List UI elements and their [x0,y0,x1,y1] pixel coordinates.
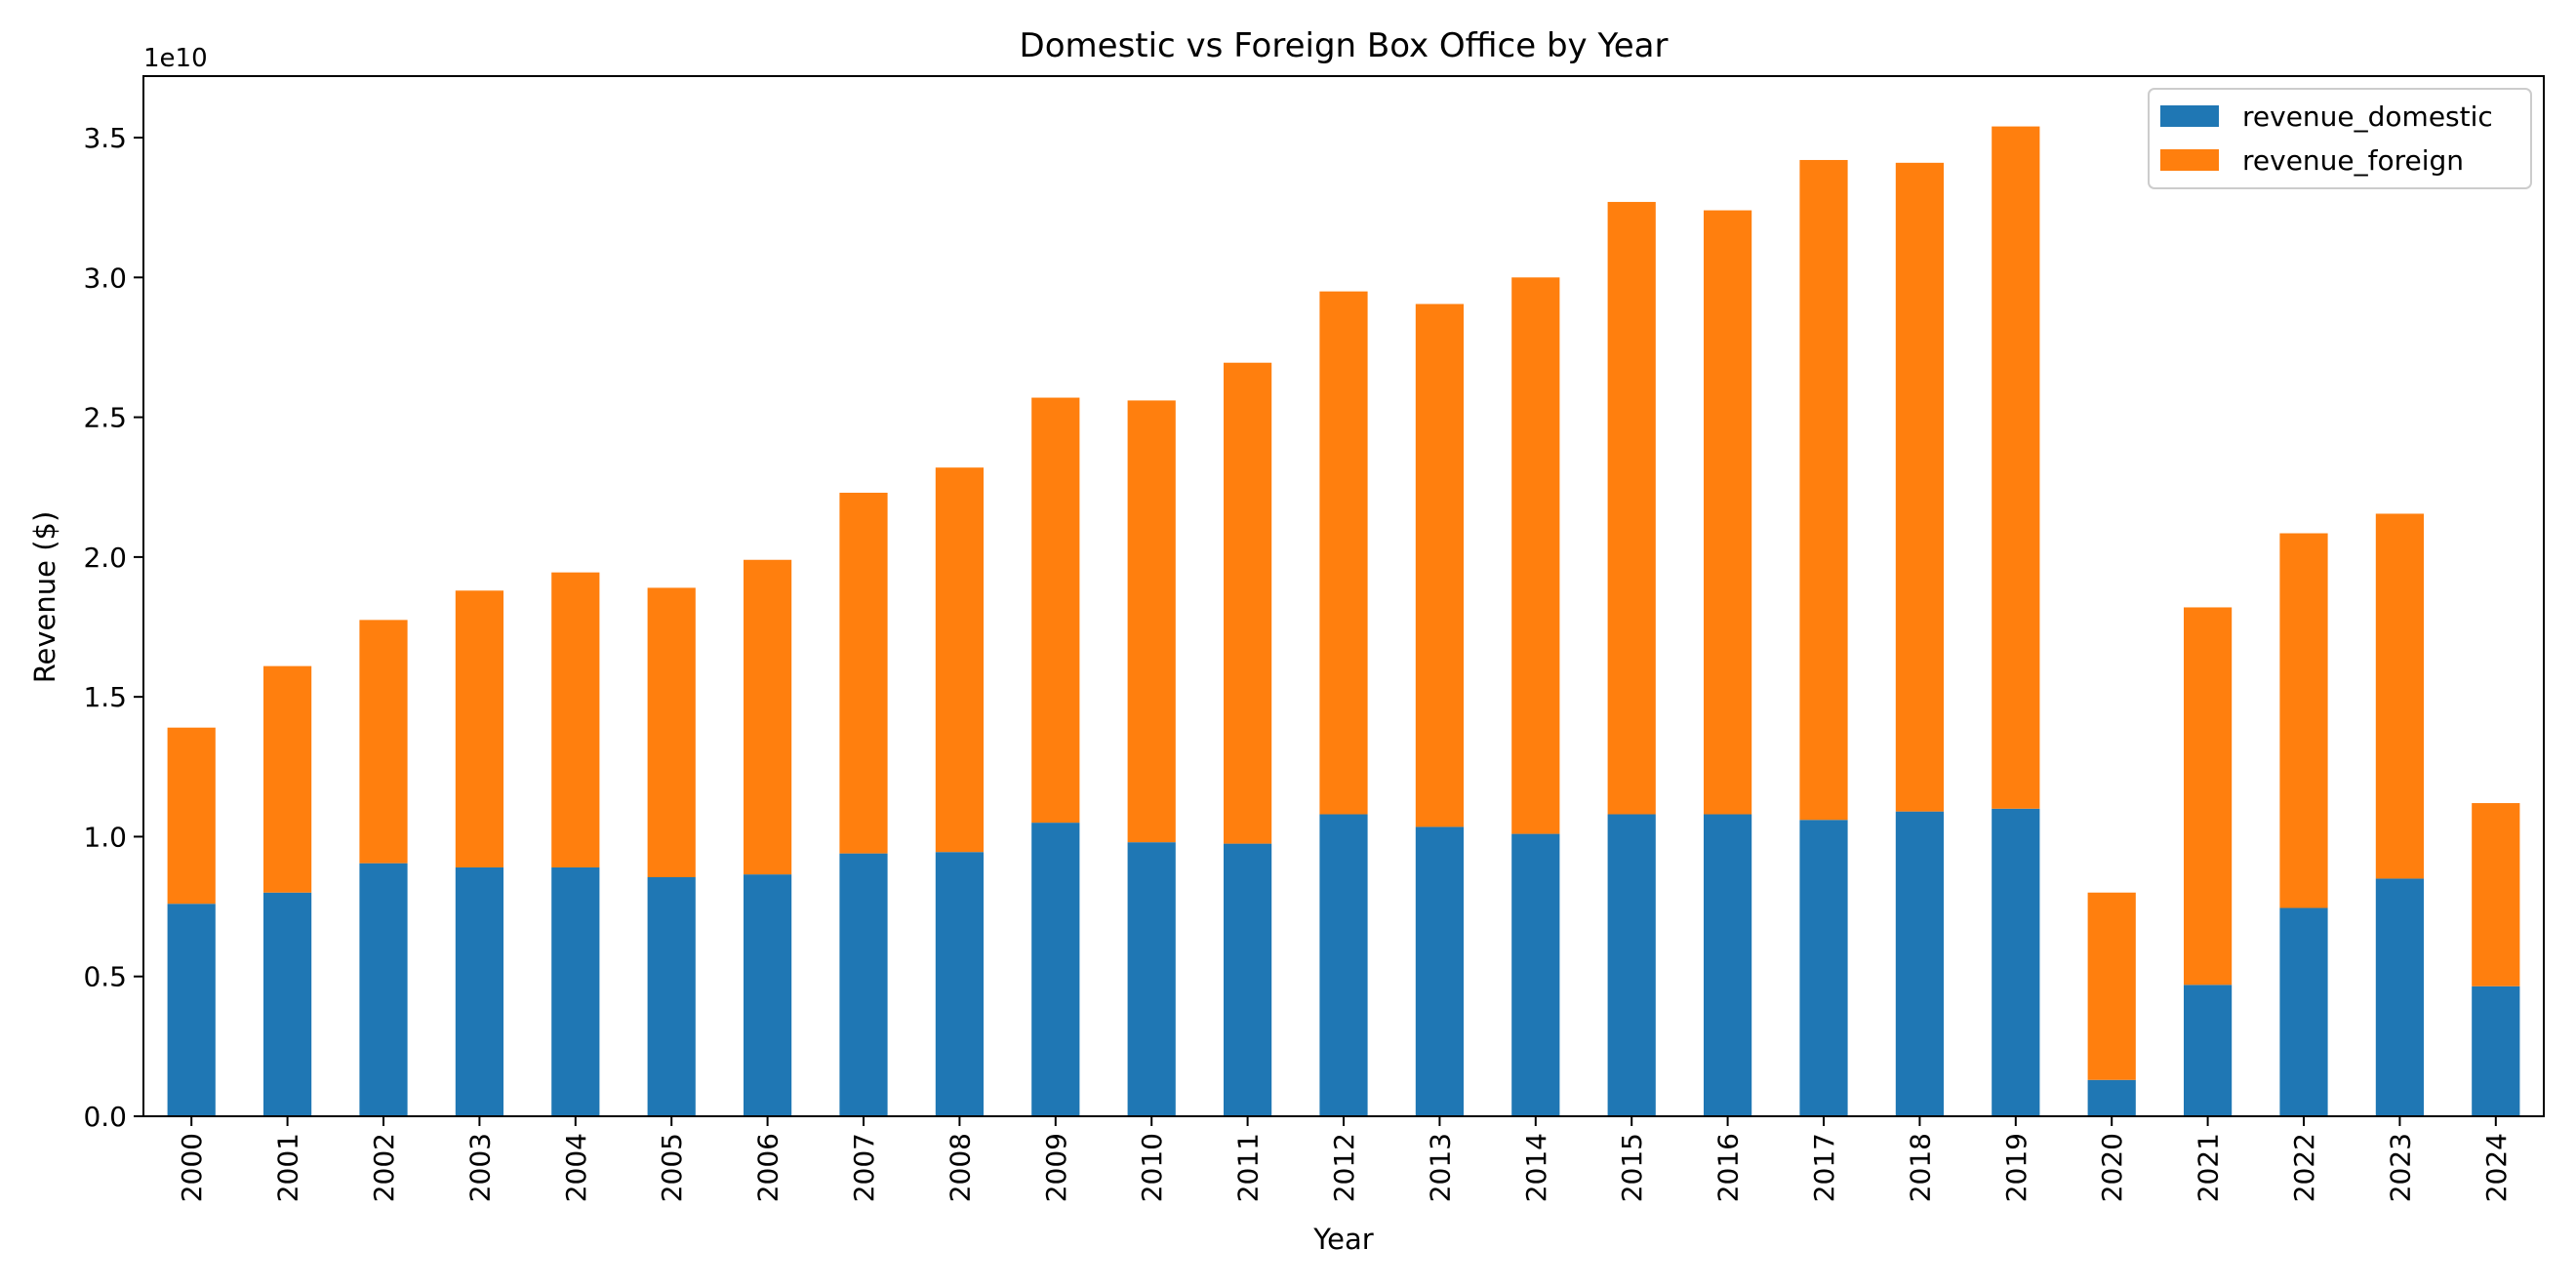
bar-revenue_foreign-2019 [1992,126,2040,809]
bar-revenue_domestic-2011 [1224,843,1272,1116]
y-axis: 0.0 0.5 1.0 1.5 2.0 2.5 3.0 3.5 [83,122,143,1133]
bar-revenue_foreign-2000 [167,727,216,905]
x-tick-label: 2011 [1232,1133,1265,1202]
bar-revenue_domestic-2012 [1319,814,1368,1116]
x-tick-label: 2022 [2288,1133,2320,1202]
x-tick-label: 2016 [1712,1133,1745,1202]
bar-revenue_domestic-2009 [1031,823,1080,1116]
bar-revenue_domestic-2016 [1704,814,1752,1116]
x-tick-label: 2018 [1904,1133,1936,1202]
legend-swatch-revenue_foreign [2160,149,2219,171]
x-axis: 2000 2001 2002 2003 2004 2005 2006 2007 2008 2009… [176,1116,2513,1202]
bar-revenue_foreign-2010 [1127,400,1176,843]
bar-revenue_domestic-2001 [263,892,312,1116]
bar-revenue_foreign-2024 [2472,803,2520,986]
x-tick-label: 2005 [656,1133,688,1202]
bar-revenue_domestic-2013 [1415,826,1464,1116]
bar-revenue_domestic-2006 [744,874,792,1116]
x-tick-label: 2020 [2096,1133,2128,1202]
x-axis-label: Year [1312,1223,1373,1256]
bars-layer [167,126,2520,1116]
x-tick-label: 2006 [752,1133,785,1202]
legend-swatch-revenue_domestic [2160,105,2219,127]
y-tick-label: 2.5 [83,402,127,434]
x-tick-label: 2013 [1424,1133,1456,1202]
y-tick-label: 3.5 [83,122,127,154]
bar-revenue_domestic-2022 [2279,907,2328,1116]
bar-revenue_foreign-2013 [1415,303,1464,827]
bar-revenue_domestic-2002 [359,863,408,1116]
x-tick-label: 2014 [1520,1133,1552,1202]
bar-revenue_domestic-2021 [2184,985,2233,1116]
x-tick-label: 2023 [2384,1133,2416,1202]
legend: revenue_domestic revenue_foreign [2148,88,2532,189]
y-tick-label: 0.0 [83,1101,127,1133]
x-tick-label: 2003 [463,1133,496,1202]
legend-label-revenue_foreign: revenue_foreign [2242,144,2464,177]
bar-revenue_domestic-2023 [2375,878,2424,1116]
x-tick-label: 2009 [1040,1133,1072,1202]
bar-revenue_foreign-2020 [2087,892,2136,1080]
bar-revenue_domestic-2007 [839,853,888,1116]
bar-revenue_foreign-2011 [1224,362,1272,844]
bar-revenue_domestic-2019 [1992,808,2040,1116]
bar-revenue_domestic-2003 [455,866,503,1116]
bar-revenue_domestic-2015 [1607,814,1656,1116]
x-tick-label: 2007 [848,1133,880,1202]
y-axis-offset-label: 1e10 [143,44,208,73]
y-tick-label: 0.5 [83,961,127,993]
x-tick-label: 2015 [1616,1133,1648,1202]
bar-revenue_foreign-2001 [263,665,312,893]
bar-revenue_domestic-2000 [167,904,216,1116]
bar-revenue_foreign-2009 [1031,397,1080,824]
bar-revenue_domestic-2010 [1127,842,1176,1116]
bar-revenue_domestic-2018 [1895,811,1944,1116]
bar-revenue_foreign-2005 [647,587,696,877]
bar-revenue_foreign-2006 [744,559,792,875]
bar-revenue_foreign-2017 [1799,159,1848,821]
x-tick-label: 2004 [560,1133,592,1202]
y-tick-label: 3.0 [83,262,127,294]
bar-revenue_foreign-2021 [2184,607,2233,986]
bar-revenue_foreign-2004 [551,572,600,867]
y-tick-label: 2.0 [83,542,127,574]
y-axis-label: Revenue ($) [28,511,61,684]
bar-revenue_foreign-2008 [935,467,984,853]
plot-frame [142,75,2545,1117]
legend-label-revenue_domestic: revenue_domestic [2242,101,2493,133]
x-tick-label: 2012 [1328,1133,1360,1202]
bar-revenue_domestic-2014 [1511,833,1560,1116]
x-tick-label: 2024 [2480,1133,2513,1202]
bar-revenue_domestic-2020 [2087,1079,2136,1116]
x-tick-label: 2021 [2193,1133,2225,1202]
x-tick-label: 2002 [368,1133,400,1202]
bar-revenue_domestic-2017 [1799,820,1848,1116]
bar-revenue_foreign-2018 [1895,162,1944,812]
x-tick-label: 2001 [272,1133,304,1202]
bar-revenue_domestic-2004 [551,866,600,1116]
bar-revenue_foreign-2022 [2279,533,2328,908]
bar-revenue_foreign-2002 [359,620,408,864]
bar-revenue_foreign-2007 [839,492,888,854]
bar-revenue_domestic-2024 [2472,986,2520,1116]
bar-revenue_foreign-2012 [1319,291,1368,815]
legend-box [2148,88,2532,189]
x-tick-label: 2017 [1808,1133,1840,1202]
x-tick-label: 2010 [1136,1133,1168,1202]
y-tick-label: 1.0 [83,821,127,853]
x-tick-label: 2008 [944,1133,976,1202]
y-tick-label: 1.5 [83,681,127,713]
bar-revenue_foreign-2023 [2375,513,2424,879]
bar-revenue_domestic-2005 [647,876,696,1116]
bar-revenue_domestic-2008 [935,852,984,1116]
x-tick-label: 2019 [2000,1133,2033,1202]
bar-revenue_foreign-2015 [1607,201,1656,815]
chart-title: Domestic vs Foreign Box Office by Year [1020,26,1669,65]
bar-revenue_foreign-2003 [455,590,503,867]
bar-revenue_foreign-2014 [1511,277,1560,834]
bar-revenue_foreign-2016 [1704,210,1752,815]
x-tick-label: 2000 [176,1133,208,1202]
